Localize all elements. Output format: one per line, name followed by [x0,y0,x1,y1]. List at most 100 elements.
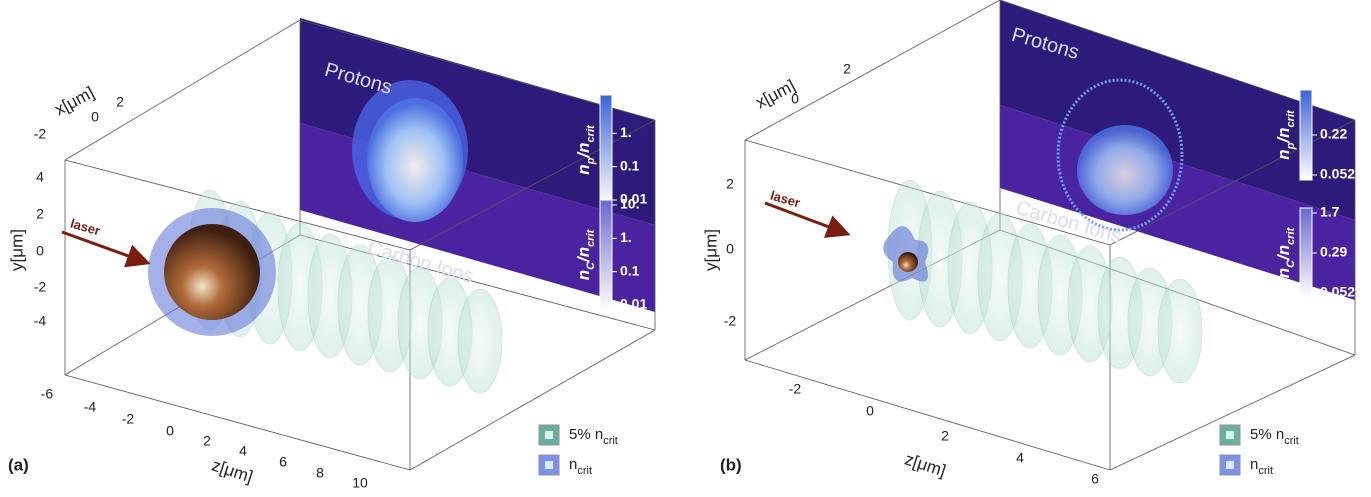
colorbar [1299,207,1313,299]
y-axis-label: y[μm] [7,229,26,271]
z-tick-label: -6 [41,386,54,402]
laser-arrow [764,201,851,238]
z-tick-label: 6 [279,454,287,470]
box-edge [999,0,1356,121]
z-tick-label: 10 [352,475,368,491]
box-edge [409,119,656,251]
y-tick-label: 2 [726,176,734,192]
colorbar-label-part: C [1285,259,1297,268]
colorbar-label: np/ncrit [1274,109,1296,160]
target-sphere [164,224,260,320]
z-tick-label: 2 [941,428,949,444]
target-sphere [898,252,918,272]
colorbar-label-part: n [1274,268,1293,278]
colorbar-tick-label: 0.1 [620,262,640,278]
box-edge [744,0,1001,141]
colorbar [599,94,613,206]
proton-density [367,98,463,222]
z-tick-label: 4 [239,443,247,459]
colorbar-tick-label: 0.052 [1320,284,1355,300]
isosurface [457,288,503,394]
z-tick-label: -2 [122,411,135,427]
y-tick-label: -4 [34,313,47,329]
panel-label: (b) [720,455,742,474]
legend-text: 5% n [1250,426,1284,443]
colorbar-tick-label: 1. [620,229,632,245]
box-edge [1109,119,1356,246]
slice-plane [300,18,655,225]
colorbar-label-part: n [574,270,593,280]
colorbar [599,199,613,311]
panel-label: (a) [8,455,29,474]
legend-label: ncrit [1250,456,1273,477]
laser-arrow [61,230,151,268]
colorbar-tick-label: 0.22 [1320,126,1347,142]
colorbar-tick-label: 0.052 [1320,166,1355,182]
legend-swatch-core [545,461,553,469]
y-tick-label: -2 [724,313,737,329]
y-axis-label: y[μm] [701,229,720,271]
legend-text: 5% n [569,426,603,443]
colorbar-tick-label: 0.1 [620,157,640,173]
isosurface [1157,278,1203,384]
colorbar-tick-label: 0.01 [620,296,647,312]
legend-swatch-core [545,431,553,439]
colorbar-label-part: crit [1285,226,1297,244]
x-axis-label: x[μm] [753,76,799,112]
colorbar-tick-label: 1. [1320,86,1332,102]
legend-text: n [1250,456,1258,473]
y-tick-label: 0 [36,243,44,259]
colorbar-tick-label: 0.29 [1320,244,1347,260]
box-edge [299,19,656,121]
box-edge [744,139,1111,246]
colorbar-label-part: /n [574,247,593,263]
legend-swatch-core [1226,431,1234,439]
x-tick-label: 2 [843,61,851,77]
colorbar-label-part: n [574,164,593,174]
box-edge [64,19,301,161]
box-edge [1109,354,1356,471]
y-tick-label: 0 [726,241,734,257]
colorbar-tick-label: 10. [620,196,639,212]
colorbar-label-part: C [585,261,597,270]
legend-sub: crit [1258,465,1273,477]
colorbar-tick-label: 1.7 [1320,204,1340,220]
colorbar-label-part: /n [1274,127,1293,143]
legend-label: 5% ncrit [569,426,618,447]
legend-swatch-core [1226,461,1234,469]
colorbar-tick-label: 0.01 [620,191,647,207]
z-tick-label: 2 [203,433,211,449]
colorbar-tick-label: 10. [620,91,639,107]
box-edge [744,359,1111,471]
z-tick-label: 0 [166,423,174,439]
legend-label: ncrit [569,456,592,477]
z-tick-label: 8 [316,465,324,481]
colorbar-label-part: p [1285,142,1297,150]
x-tick-label: -2 [34,126,47,142]
y-tick-label: 2 [36,206,44,222]
x-tick-label: 0 [91,109,99,125]
legend-sub: crit [1284,435,1299,447]
x-tick-label: 2 [116,94,124,110]
legend-label: 5% ncrit [1250,426,1299,447]
colorbar-label-part: /n [1274,245,1293,261]
legend-sub: crit [577,465,592,477]
z-tick-label: 6 [1091,471,1099,487]
proton-density [1077,125,1173,215]
colorbar-label-part: p [585,157,597,165]
proton-density [1056,78,1184,232]
box-edge [409,329,656,471]
z-tick-label: -4 [84,399,97,415]
z-axis-label: z[μm] [209,456,255,487]
box-edge [64,374,411,471]
legend-text: n [569,456,577,473]
z-axis-label: z[μm] [902,450,948,481]
z-tick-label: -2 [789,381,802,397]
legend-sub: crit [603,435,618,447]
colorbar-label: np/ncrit [574,124,596,175]
colorbar-label: nC/ncrit [1274,226,1296,278]
y-tick-label: -2 [34,279,47,295]
